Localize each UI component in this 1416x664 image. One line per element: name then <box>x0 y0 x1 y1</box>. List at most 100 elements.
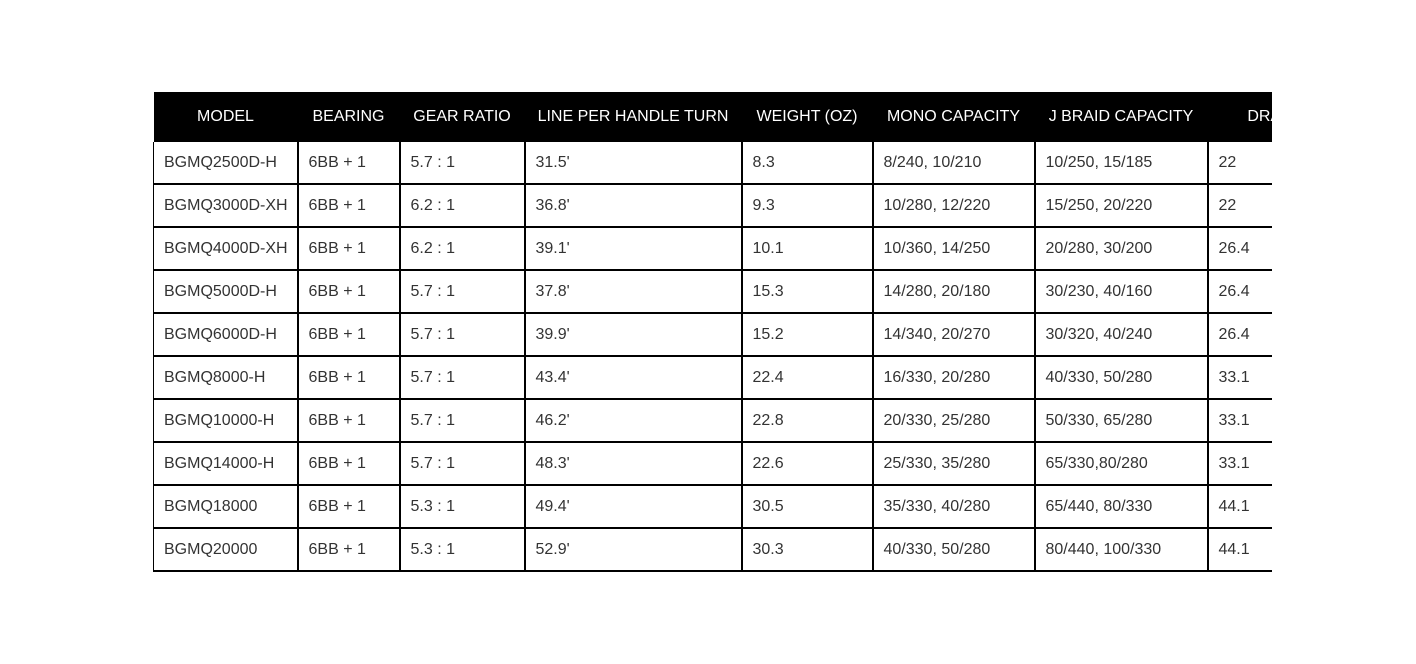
table-cell: 10/360, 14/250 <box>871 226 1036 271</box>
table-cell: 22.6 <box>740 441 874 486</box>
table-row: BGMQ8000-H 6BB + 1 5.7 : 1 43.4' 22.4 16/330,… <box>153 355 1272 400</box>
table-cell: BGMQ18000 <box>153 484 299 529</box>
table-row: BGMQ3000D-XH 6BB + 1 6.2 : 1 36.8' 9.3 10/280… <box>153 183 1272 228</box>
table-cell: 22.8 <box>740 398 874 443</box>
table-cell: 39.1' <box>523 226 743 271</box>
table-row: BGMQ5000D-H 6BB + 1 5.7 : 1 37.8' 15.3 14/280… <box>153 269 1272 314</box>
table-cell: 22 <box>1206 183 1272 228</box>
column-header: WEIGHT (OZ) <box>741 92 873 142</box>
table-cell: BGMQ3000D-XH <box>153 183 299 228</box>
table-cell: 5.7 : 1 <box>398 355 526 400</box>
column-header: J BRAID CAPACITY <box>1034 92 1208 142</box>
table-cell: 33.1 <box>1206 441 1272 486</box>
table-cell: 8/240, 10/210 <box>871 142 1036 185</box>
table-cell: 6BB + 1 <box>296 355 401 400</box>
table-cell: 20/280, 30/200 <box>1033 226 1209 271</box>
table-cell: 40/330, 50/280 <box>1033 355 1209 400</box>
table-cell: 22 <box>1206 142 1272 185</box>
table-cell: BGMQ14000-H <box>153 441 299 486</box>
table-cell: 5.7 : 1 <box>398 142 526 185</box>
table-row: BGMQ4000D-XH 6BB + 1 6.2 : 1 39.1' 10.1 10/36… <box>153 226 1272 271</box>
table-cell: 44.1 <box>1206 527 1272 572</box>
table-cell: 26.4 <box>1206 269 1272 314</box>
table-cell: 80/440, 100/330 <box>1033 527 1209 572</box>
table-cell: 5.3 : 1 <box>398 484 526 529</box>
table-cell: 33.1 <box>1206 355 1272 400</box>
table-cell: 6BB + 1 <box>296 527 401 572</box>
table-row: BGMQ18000 6BB + 1 5.3 : 1 49.4' 30.5 35/330, … <box>153 484 1272 529</box>
table-cell: 43.4' <box>523 355 743 400</box>
column-header: GEAR RATIO <box>399 92 525 142</box>
table-cell: BGMQ10000-H <box>153 398 299 443</box>
table-cell: 15.2 <box>740 312 874 357</box>
column-header: BEARING <box>297 92 400 142</box>
table-cell: 16/330, 20/280 <box>871 355 1036 400</box>
table-cell: 31.5' <box>523 142 743 185</box>
table-cell: 15/250, 20/220 <box>1033 183 1209 228</box>
column-header: LINE PER HANDLE TURN <box>524 92 742 142</box>
column-header: MONO CAPACITY <box>872 92 1035 142</box>
table-cell: 8.3 <box>740 142 874 185</box>
table-cell: 44.1 <box>1206 484 1272 529</box>
table-cell: 30/230, 40/160 <box>1033 269 1209 314</box>
table-cell: 10.1 <box>740 226 874 271</box>
table-cell: 15.3 <box>740 269 874 314</box>
table-cell: 49.4' <box>523 484 743 529</box>
table-cell: 26.4 <box>1206 312 1272 357</box>
table-cell: 9.3 <box>740 183 874 228</box>
table-cell: 22.4 <box>740 355 874 400</box>
table-cell: 40/330, 50/280 <box>871 527 1036 572</box>
table-cell: 5.7 : 1 <box>398 441 526 486</box>
spec-table: MODEL BEARING GEAR RATIO LINE PER HANDLE TU… <box>153 92 1272 572</box>
table-row: BGMQ6000D-H 6BB + 1 5.7 : 1 39.9' 15.2 14/340… <box>153 312 1272 357</box>
table-cell: BGMQ2500D-H <box>153 142 299 185</box>
table-cell: 6BB + 1 <box>296 484 401 529</box>
table-cell: 6BB + 1 <box>296 312 401 357</box>
table-cell: 50/330, 65/280 <box>1033 398 1209 443</box>
table-cell: 6BB + 1 <box>296 269 401 314</box>
table-header-row: MODEL BEARING GEAR RATIO LINE PER HANDLE TU… <box>153 92 1272 142</box>
table-cell: 6.2 : 1 <box>398 226 526 271</box>
table-cell: 39.9' <box>523 312 743 357</box>
table-cell: 6BB + 1 <box>296 142 401 185</box>
table-cell: 5.7 : 1 <box>398 398 526 443</box>
table-cell: 14/280, 20/180 <box>871 269 1036 314</box>
column-header: MODEL <box>153 92 298 142</box>
table-cell: 6BB + 1 <box>296 441 401 486</box>
table-cell: BGMQ8000-H <box>153 355 299 400</box>
table-cell: 30.5 <box>740 484 874 529</box>
table-cell: 30/320, 40/240 <box>1033 312 1209 357</box>
table-row: BGMQ10000-H 6BB + 1 5.7 : 1 46.2' 22.8 20/330… <box>153 398 1272 443</box>
table-row: BGMQ20000 6BB + 1 5.3 : 1 52.9' 30.3 40/330, … <box>153 527 1272 572</box>
table-cell: 52.9' <box>523 527 743 572</box>
table-cell: 33.1 <box>1206 398 1272 443</box>
table-cell: 6BB + 1 <box>296 226 401 271</box>
table-cell: BGMQ4000D-XH <box>153 226 299 271</box>
table-cell: BGMQ20000 <box>153 527 299 572</box>
table-cell: 14/340, 20/270 <box>871 312 1036 357</box>
table-cell: 5.7 : 1 <box>398 312 526 357</box>
table-cell: 37.8' <box>523 269 743 314</box>
table-cell: 25/330, 35/280 <box>871 441 1036 486</box>
table-row: BGMQ14000-H 6BB + 1 5.7 : 1 48.3' 22.6 25/330… <box>153 441 1272 486</box>
table-cell: 20/330, 25/280 <box>871 398 1036 443</box>
table-cell: 26.4 <box>1206 226 1272 271</box>
table-cell: 35/330, 40/280 <box>871 484 1036 529</box>
table-cell: 6.2 : 1 <box>398 183 526 228</box>
table-cell: BGMQ6000D-H <box>153 312 299 357</box>
table-cell: 46.2' <box>523 398 743 443</box>
table-cell: 65/330,80/280 <box>1033 441 1209 486</box>
column-header: DRAG <box>1207 92 1272 142</box>
table-cell: 30.3 <box>740 527 874 572</box>
table-cell: 5.7 : 1 <box>398 269 526 314</box>
table-cell: 5.3 : 1 <box>398 527 526 572</box>
table-cell: 36.8' <box>523 183 743 228</box>
table-cell: BGMQ5000D-H <box>153 269 299 314</box>
table-cell: 10/250, 15/185 <box>1033 142 1209 185</box>
table-cell: 10/280, 12/220 <box>871 183 1036 228</box>
table-cell: 65/440, 80/330 <box>1033 484 1209 529</box>
table-cell: 6BB + 1 <box>296 183 401 228</box>
table-cell: 48.3' <box>523 441 743 486</box>
table-row: BGMQ2500D-H 6BB + 1 5.7 : 1 31.5' 8.3 8/240, … <box>153 142 1272 185</box>
table-cell: 6BB + 1 <box>296 398 401 443</box>
